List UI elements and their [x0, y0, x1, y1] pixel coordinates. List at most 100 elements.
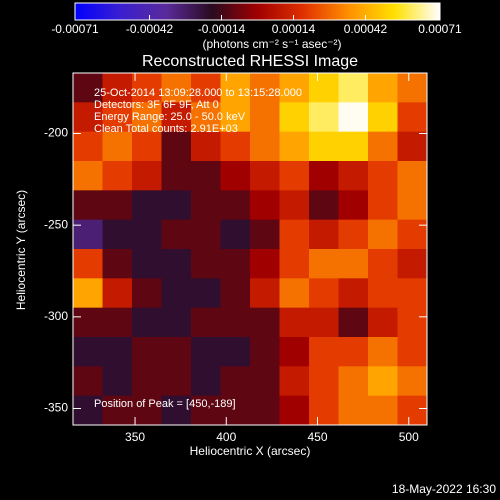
- heatmap-cell: [309, 73, 339, 103]
- heatmap-cell: [73, 395, 103, 426]
- heatmap-cell: [132, 337, 162, 367]
- heatmap-cell: [309, 131, 339, 162]
- heatmap-cell: [397, 395, 428, 426]
- heatmap-cell: [397, 278, 428, 309]
- x-tick-label: 500: [399, 430, 419, 444]
- heatmap-cell: [338, 161, 369, 191]
- heatmap-cell: [73, 190, 103, 221]
- heatmap-cell: [309, 102, 339, 133]
- heatmap-cell: [368, 102, 398, 133]
- heatmap-cell: [250, 307, 280, 338]
- heatmap-cell: [338, 190, 369, 221]
- heatmap-cell: [161, 395, 192, 426]
- y-tick-label: -200: [44, 126, 68, 140]
- heatmap-cell: [368, 249, 398, 279]
- heatmap-cell: [102, 278, 133, 309]
- heatmap-cell: [220, 219, 251, 250]
- heatmap-cell: [279, 219, 310, 250]
- colorbar-tick-label: 0.00071: [418, 22, 462, 36]
- heatmap-cell: [102, 337, 133, 367]
- heatmap-cell: [102, 190, 133, 221]
- heatmap-cell: [73, 131, 103, 162]
- colorbar-tick-label: -0.00071: [51, 22, 99, 36]
- heatmap-cell: [397, 337, 428, 367]
- heatmap-cell: [161, 219, 192, 250]
- heatmap-cell: [132, 278, 162, 309]
- heatmap-cell: [161, 307, 192, 338]
- heatmap-cell: [250, 249, 280, 279]
- heatmap-cell: [73, 249, 103, 279]
- heatmap-cell: [279, 73, 310, 103]
- heatmap-cell: [220, 131, 251, 162]
- heatmap-cell: [220, 73, 251, 103]
- heatmap-cell: [279, 161, 310, 191]
- heatmap-cell: [309, 307, 339, 338]
- heatmap-cell: [102, 131, 133, 162]
- heatmap-cell: [132, 395, 162, 426]
- heatmap-cell: [102, 161, 133, 191]
- plot-frame: [72, 72, 428, 426]
- heatmap-cell: [132, 102, 162, 133]
- heatmap-cell: [309, 219, 339, 250]
- heatmap-cell: [397, 73, 428, 103]
- heatmap-cell: [279, 131, 310, 162]
- heatmap-cell: [161, 249, 192, 279]
- heatmap-cell: [397, 219, 428, 250]
- heatmap-cell: [338, 102, 369, 133]
- heatmap-cell: [338, 307, 369, 338]
- heatmap-cell: [368, 190, 398, 221]
- heatmap-cell: [191, 278, 221, 309]
- heatmap-cell: [368, 73, 398, 103]
- heatmap-cell: [368, 131, 398, 162]
- heatmap-cell: [102, 395, 133, 426]
- colorbar-tick-label: -0.00042: [126, 22, 174, 36]
- heatmap-cell: [220, 190, 251, 221]
- heatmap-cell: [397, 131, 428, 162]
- heatmap-cell: [161, 278, 192, 309]
- heatmap-cell: [73, 307, 103, 338]
- heatmap-cell: [279, 278, 310, 309]
- heatmap-cell: [309, 278, 339, 309]
- heatmap-cell: [191, 307, 221, 338]
- colorbar-tick-label: 0.00014: [272, 22, 316, 36]
- heatmap-cell: [368, 161, 398, 191]
- heatmap-cell: [73, 366, 103, 397]
- heatmap-cell: [73, 278, 103, 309]
- heatmap-cell: [250, 131, 280, 162]
- colorbar: [74, 2, 441, 21]
- peak-note: Position of Peak = [450,-189]: [94, 398, 236, 410]
- heatmap-cell: [132, 131, 162, 162]
- heatmap-cell: [397, 249, 428, 279]
- heatmap-cell: [102, 73, 133, 103]
- heatmap-cell: [279, 190, 310, 221]
- heatmap-cell: [338, 278, 369, 309]
- heatmap-cell: [73, 161, 103, 191]
- heatmap-cell: [161, 161, 192, 191]
- heatmap-cell: [250, 395, 280, 426]
- heatmap-cell: [191, 395, 221, 426]
- heatmap-cell: [191, 366, 221, 397]
- heatmap-cell: [191, 102, 221, 133]
- heatmap-cell: [102, 366, 133, 397]
- heatmap-cell: [220, 395, 251, 426]
- heatmap-cell: [338, 131, 369, 162]
- heatmap-cell: [397, 366, 428, 397]
- heatmap-cell: [250, 366, 280, 397]
- heatmap-cell: [132, 249, 162, 279]
- heatmap-cell: [309, 161, 339, 191]
- heatmap-cell: [191, 190, 221, 221]
- heatmap-cell: [250, 161, 280, 191]
- x-tick-label: 400: [216, 430, 236, 444]
- heatmap-cell: [368, 366, 398, 397]
- heatmap-cell: [191, 337, 221, 367]
- heatmap-cell: [191, 219, 221, 250]
- heatmap-cell: [250, 73, 280, 103]
- heatmap-cell: [309, 395, 339, 426]
- heatmap-cell: [250, 219, 280, 250]
- heatmap-cell: [191, 249, 221, 279]
- heatmap-cell: [338, 73, 369, 103]
- heatmap-cell: [220, 366, 251, 397]
- chart-title: Reconstructed RHESSI Image: [142, 53, 358, 70]
- heatmap-cell: [397, 161, 428, 191]
- heatmap-cell: [161, 73, 192, 103]
